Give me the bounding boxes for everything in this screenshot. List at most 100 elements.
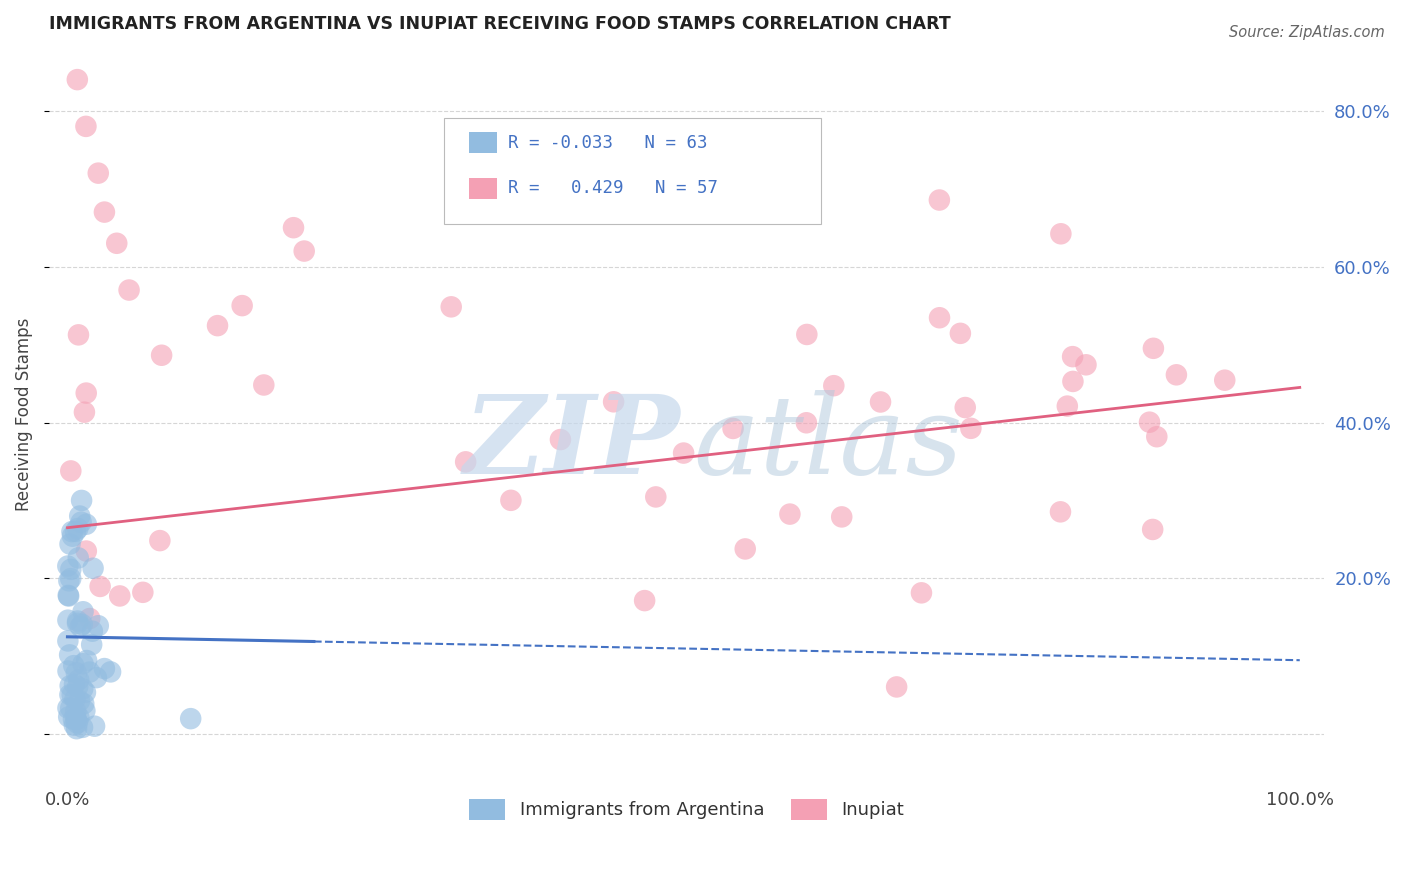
Point (59, 562, 82, 576)
Point (89, 579, 111, 593)
Point (869, 395, 891, 409)
Point (59, 537, 82, 551)
Point (79, 665, 101, 679)
Point (100, 665, 122, 679)
Point (283, 220, 305, 235)
Point (779, 507, 801, 521)
Point (82, 561, 104, 575)
Point (105, 236, 128, 251)
Point (823, 378, 845, 392)
Point (62, 658, 84, 673)
Point (75, 120, 97, 134)
Point (886, 680, 908, 694)
Point (69, 694, 91, 708)
Point (796, 416, 818, 430)
Point (499, 493, 522, 508)
Point (72, 720, 94, 734)
Point (72, 681, 94, 696)
Point (87, 618, 110, 632)
Point (72, 657, 94, 671)
Point (59, 688, 82, 702)
FancyBboxPatch shape (444, 118, 821, 224)
Point (1074, 358, 1097, 372)
Point (1050, 227, 1073, 241)
Point (69, 619, 91, 633)
Text: IMMIGRANTS FROM ARGENTINA VS INUPIAT RECEIVING FOOD STAMPS CORRELATION CHART: IMMIGRANTS FROM ARGENTINA VS INUPIAT REC… (49, 15, 950, 33)
Point (73, 697, 96, 711)
Point (87, 166, 110, 180)
Point (207, 318, 229, 333)
Point (721, 421, 744, 435)
Point (67, 710, 90, 724)
Point (67, 673, 90, 687)
Point (75, 544, 97, 558)
Point (65, 712, 87, 726)
Text: R = -0.033   N = 63: R = -0.033 N = 63 (508, 134, 707, 152)
Point (928, 193, 950, 207)
Point (93, 205, 115, 219)
Point (1213, 373, 1236, 387)
Point (633, 593, 655, 607)
Text: Source: ZipAtlas.com: Source: ZipAtlas.com (1229, 25, 1385, 40)
Point (672, 446, 695, 460)
Point (149, 533, 172, 548)
Point (831, 509, 853, 524)
Point (1062, 375, 1084, 389)
Point (56, 613, 79, 627)
Point (928, 310, 950, 325)
Point (253, 378, 276, 392)
Point (108, 589, 131, 603)
Point (63, 677, 86, 691)
Point (72, 605, 94, 619)
Point (69, 509, 91, 524)
Point (56, 664, 79, 678)
Point (1056, 399, 1078, 413)
Point (73, 405, 96, 419)
Point (65, 722, 87, 736)
Point (63, 718, 86, 732)
Point (292, 244, 315, 258)
Point (59, 679, 82, 693)
Point (79, 611, 101, 625)
Point (70, 617, 93, 632)
Point (56, 559, 79, 574)
Point (66, 521, 89, 535)
Point (58, 574, 80, 588)
Point (66, 716, 89, 731)
Point (1062, 350, 1084, 364)
Point (440, 300, 463, 314)
Legend: Immigrants from Argentina, Inupiat: Immigrants from Argentina, Inupiat (461, 791, 911, 827)
Point (118, 283, 141, 297)
Point (86, 671, 108, 685)
Point (1146, 430, 1168, 444)
Point (75, 685, 97, 699)
Point (67, 327, 90, 342)
Point (56, 634, 79, 648)
Point (65, 665, 87, 680)
Point (65, 713, 87, 727)
Point (75, 386, 97, 401)
Text: ZIP: ZIP (464, 391, 681, 498)
Point (56, 701, 79, 715)
Point (93, 662, 115, 676)
Point (58, 588, 80, 602)
Point (82, 624, 104, 639)
Point (1142, 523, 1164, 537)
Point (67, 550, 90, 565)
Point (58, 710, 80, 724)
Point (65, 524, 87, 539)
Point (910, 586, 932, 600)
Point (59, 572, 82, 586)
Point (180, 712, 202, 726)
Point (63, 692, 86, 706)
Point (59, 701, 82, 715)
Point (132, 585, 155, 599)
Point (70, 493, 93, 508)
Point (60, 688, 83, 702)
Point (73, 704, 96, 718)
Point (66, 616, 89, 631)
Point (1139, 415, 1161, 429)
Point (231, 299, 253, 313)
Point (454, 455, 477, 469)
Point (59, 648, 82, 662)
